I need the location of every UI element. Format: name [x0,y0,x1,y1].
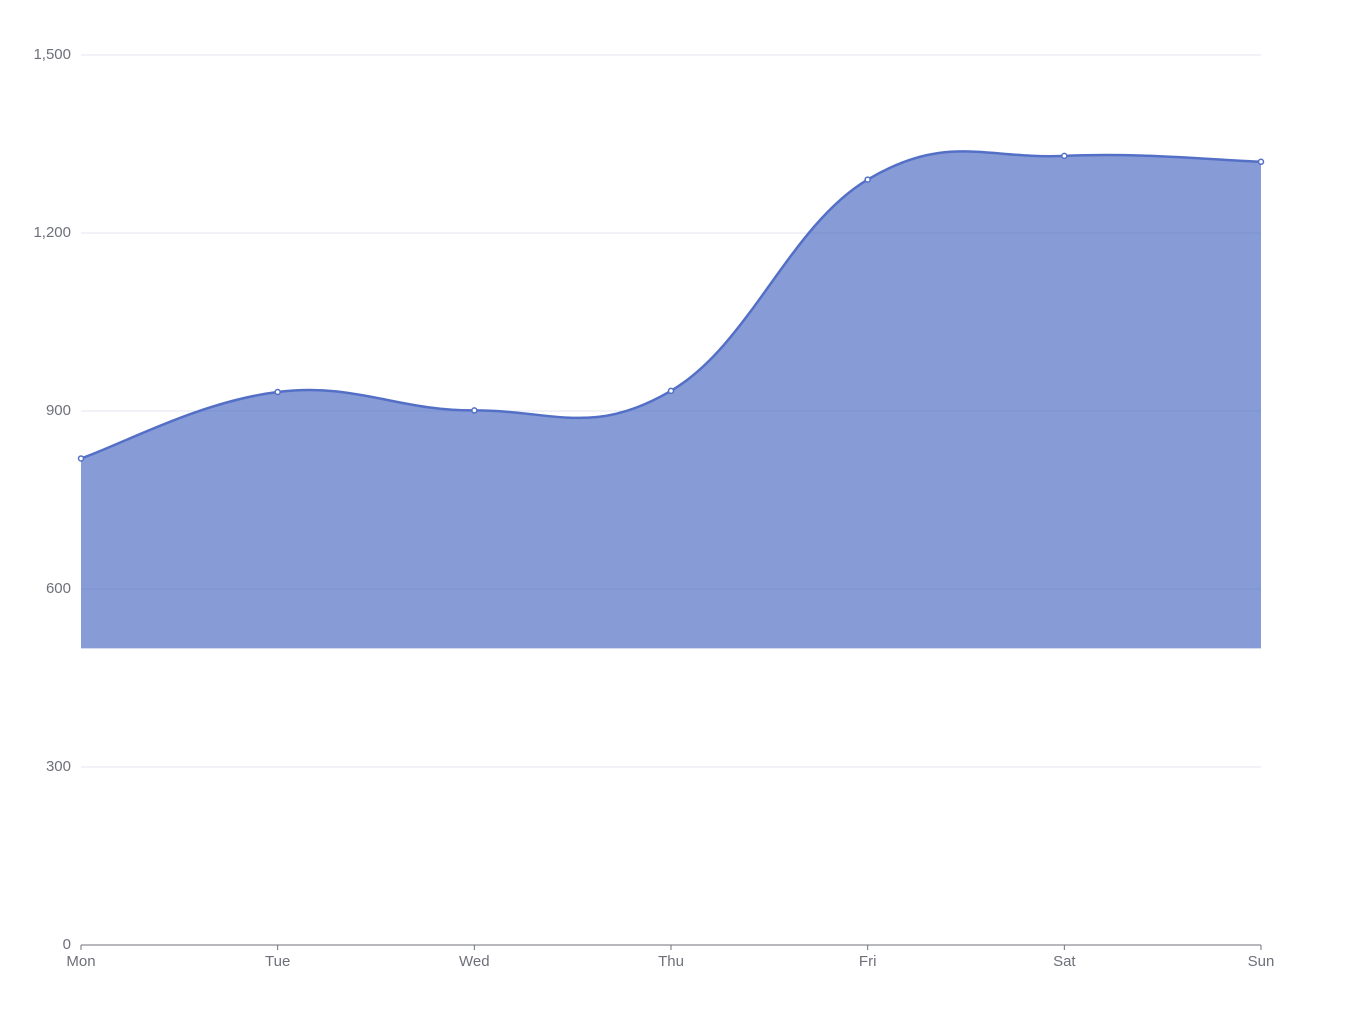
data-point [77,455,85,462]
x-tick-label: Mon [66,953,95,970]
x-tick-label: Wed [459,953,490,970]
y-tick-label: 300 [46,758,71,775]
y-tick-label: 0 [63,936,71,953]
y-tick-label: 1,500 [33,46,71,63]
data-point [1061,152,1068,160]
y-tick-label: 900 [46,402,71,419]
data-point [274,388,281,396]
area-fill [81,151,1261,649]
x-tick-label: Thu [658,953,684,970]
x-tick-label: Sat [1053,953,1076,970]
y-tick-label: 1,200 [33,224,71,241]
data-point [1257,158,1265,166]
data-point [471,407,478,414]
data-point [667,387,675,395]
x-tick-label: Fri [859,953,877,970]
x-tick-label: Sun [1248,953,1275,970]
x-tick-label: Tue [265,953,290,970]
data-point [864,176,871,183]
y-tick-label: 600 [46,580,71,597]
